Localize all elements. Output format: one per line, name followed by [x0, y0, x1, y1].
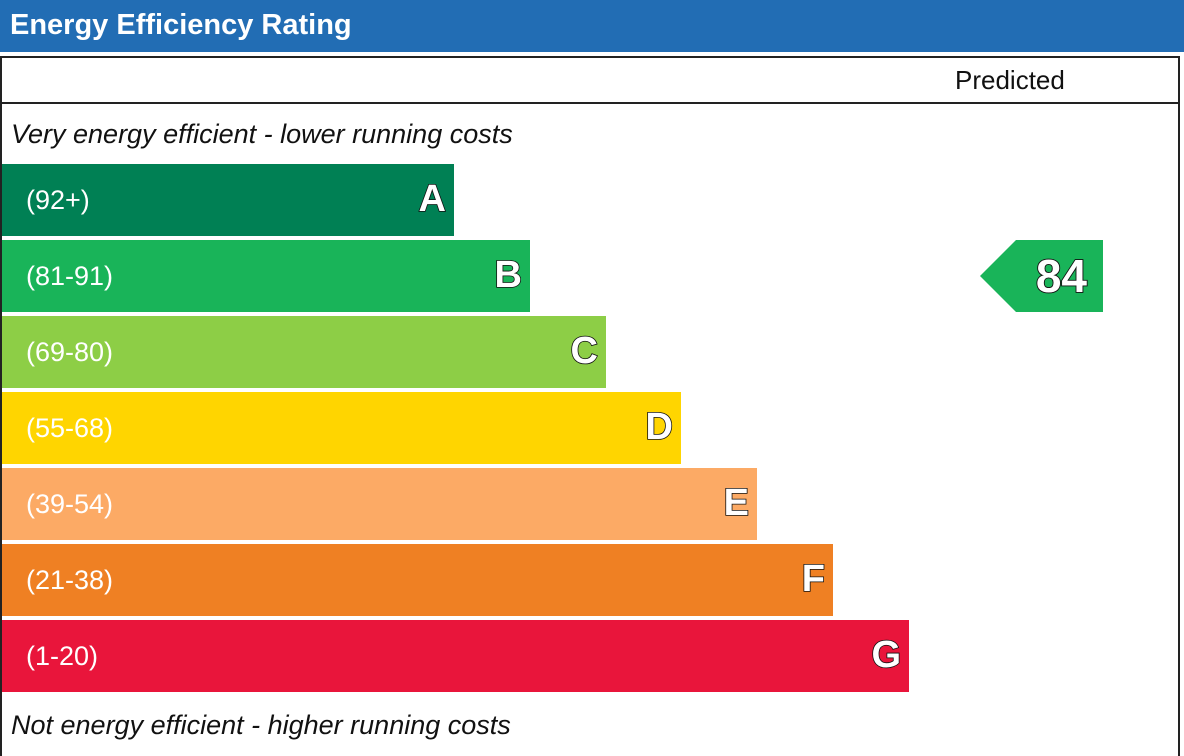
band-d: (55-68) D [2, 392, 681, 464]
rating-arrow-shape [980, 240, 1103, 312]
band-c: (69-80) C [2, 316, 606, 388]
inefficient-note: Not energy efficient - higher running co… [11, 710, 511, 740]
band-letter-label: B [494, 253, 523, 297]
band-a: (92+) A [2, 164, 454, 236]
band-range-label: (1-20) [26, 641, 99, 671]
band-range-label: (21-38) [26, 565, 114, 595]
predicted-column-label: Predicted [955, 65, 1065, 95]
band-letter-label: G [871, 633, 902, 677]
band-range-label: (69-80) [26, 337, 114, 367]
band-letter-label: D [645, 405, 674, 449]
chart-title: Energy Efficiency Rating [10, 9, 352, 41]
band-letter-label: A [418, 177, 447, 221]
predicted-rating-marker: 84 [980, 240, 1103, 312]
band-g: (1-20) G [2, 620, 909, 692]
predicted-rating-value: 84 [1035, 249, 1088, 303]
band-f: (21-38) F [2, 544, 833, 616]
chart-frame [0, 56, 1180, 756]
band-letter-label: E [723, 481, 750, 525]
band-letter-label: C [570, 329, 599, 373]
efficient-note: Very energy efficient - lower running co… [11, 119, 513, 149]
band-range-label: (92+) [26, 185, 90, 215]
band-b: (81-91) B [2, 240, 530, 312]
band-range-label: (55-68) [26, 413, 114, 443]
chart-header: Energy Efficiency Rating [0, 0, 1184, 52]
band-range-label: (39-54) [26, 489, 114, 519]
band-range-label: (81-91) [26, 261, 114, 291]
column-header-row: Predicted [0, 56, 1180, 104]
band-e: (39-54) E [2, 468, 757, 540]
band-letter-label: F [801, 557, 826, 601]
